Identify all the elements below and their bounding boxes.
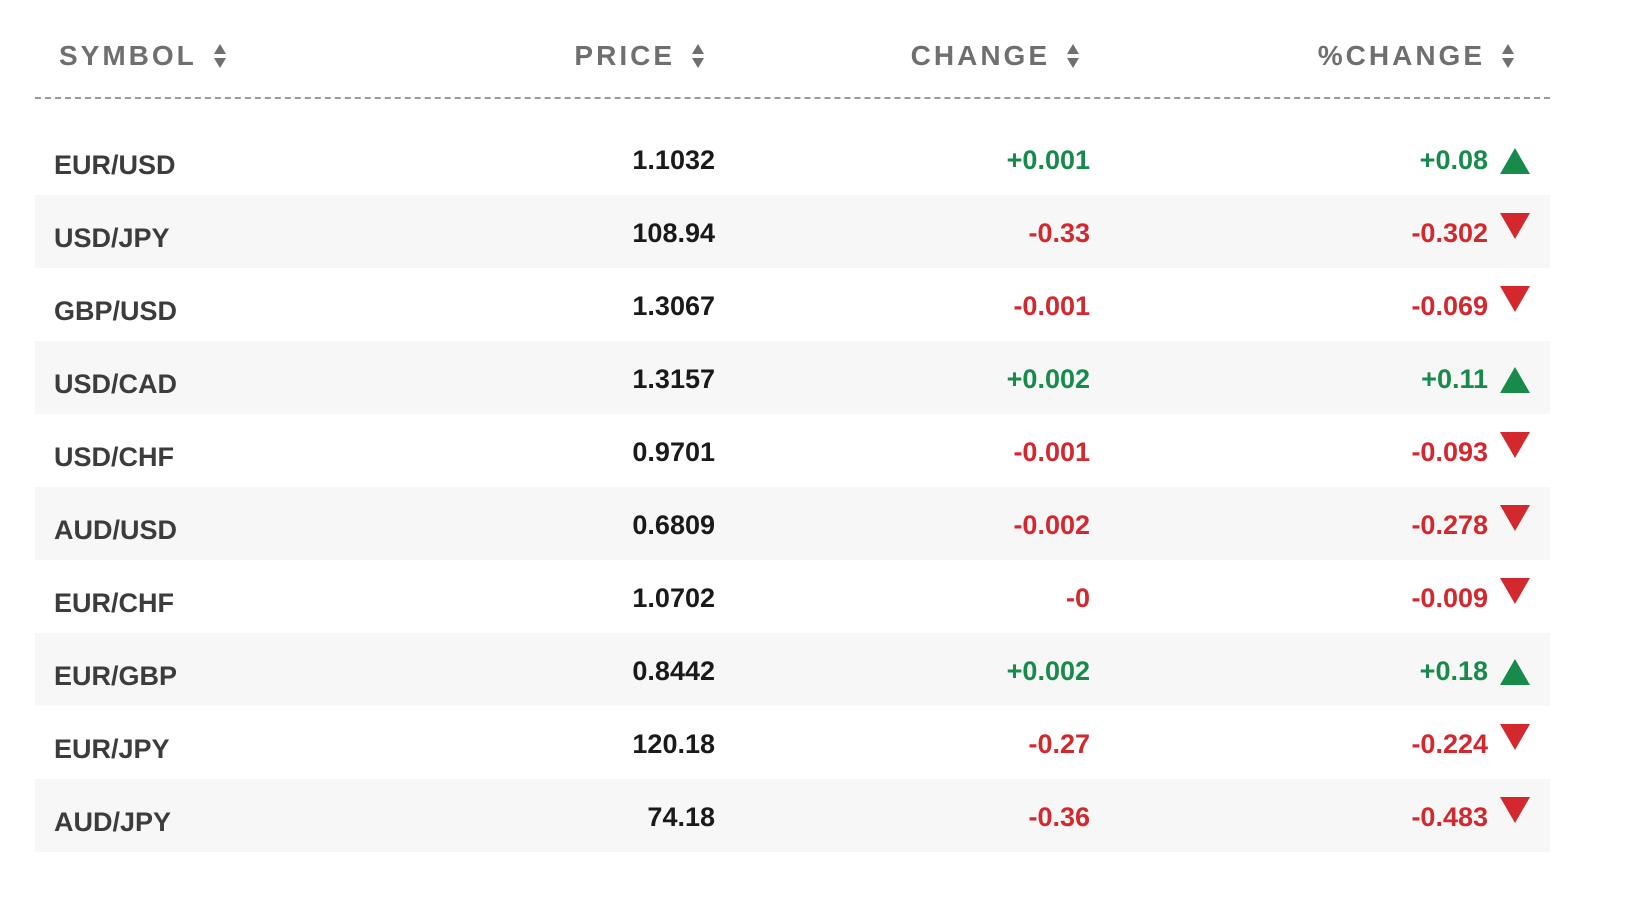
price-value: 120.18 bbox=[632, 729, 715, 759]
pct-change-value: -0.483 bbox=[1411, 802, 1488, 832]
pct-change-value: +0.18 bbox=[1419, 656, 1488, 686]
sort-pct-change-header[interactable]: %CHANGE bbox=[1318, 38, 1515, 74]
change-value: -0.33 bbox=[1028, 218, 1090, 248]
table-body: EUR/USD 1.1032 +0.001 +0.08 USD/JPY 108.94 -0.… bbox=[35, 122, 1550, 852]
price-value: 1.0702 bbox=[632, 583, 715, 613]
change-header-label: CHANGE bbox=[910, 40, 1050, 71]
currency-table: SYMBOL PRICE CHANGE %CHANGE EUR/USD 1.103… bbox=[35, 0, 1550, 852]
pct-change-value: -0.302 bbox=[1411, 218, 1488, 248]
symbol-header-label: SYMBOL bbox=[59, 40, 197, 71]
sort-arrows-icon[interactable] bbox=[1066, 40, 1080, 72]
pct-change-value: +0.08 bbox=[1419, 145, 1488, 175]
price-value: 0.8442 bbox=[632, 656, 715, 686]
symbol-link[interactable]: GBP/USD bbox=[54, 296, 178, 326]
symbol-link[interactable]: AUD/JPY bbox=[54, 807, 172, 837]
change-value: +0.002 bbox=[1006, 656, 1090, 686]
change-value: -0.36 bbox=[1028, 802, 1090, 832]
pct-change-value: +0.11 bbox=[1421, 364, 1488, 394]
sort-arrows-icon[interactable] bbox=[213, 40, 227, 72]
sort-change-header[interactable]: CHANGE bbox=[911, 38, 1080, 74]
triangle-up-icon bbox=[1500, 148, 1530, 174]
pct-change-value: -0.224 bbox=[1411, 729, 1488, 759]
price-value: 1.3157 bbox=[632, 364, 715, 394]
triangle-down-icon bbox=[1500, 578, 1530, 604]
sort-arrows-icon[interactable] bbox=[1501, 40, 1515, 72]
symbol-link[interactable]: AUD/USD bbox=[54, 515, 178, 545]
price-header-label: PRICE bbox=[574, 40, 675, 71]
table-row[interactable]: USD/CAD 1.3157 +0.002 +0.11 bbox=[35, 341, 1550, 414]
table-row[interactable]: AUD/JPY 74.18 -0.36 -0.483 bbox=[35, 779, 1550, 852]
pct-change-value: -0.009 bbox=[1411, 583, 1488, 613]
sort-price-header[interactable]: PRICE bbox=[574, 38, 705, 74]
pct-change-value: -0.069 bbox=[1411, 291, 1488, 321]
triangle-down-icon bbox=[1500, 724, 1530, 750]
triangle-down-icon bbox=[1500, 432, 1530, 458]
triangle-down-icon bbox=[1500, 213, 1530, 239]
triangle-up-icon bbox=[1500, 659, 1530, 685]
table-header: SYMBOL PRICE CHANGE %CHANGE bbox=[35, 0, 1550, 99]
change-value: +0.001 bbox=[1006, 145, 1090, 175]
pct-change-value: -0.093 bbox=[1411, 437, 1488, 467]
pct-change-header-label: %CHANGE bbox=[1317, 40, 1485, 71]
symbol-link[interactable]: EUR/GBP bbox=[54, 661, 178, 691]
change-value: -0.001 bbox=[1013, 291, 1090, 321]
triangle-down-icon bbox=[1500, 286, 1530, 312]
table-row[interactable]: GBP/USD 1.3067 -0.001 -0.069 bbox=[35, 268, 1550, 341]
triangle-up-icon bbox=[1500, 367, 1530, 393]
symbol-link[interactable]: USD/JPY bbox=[54, 223, 170, 253]
price-value: 0.9701 bbox=[632, 437, 715, 467]
sort-symbol-header[interactable]: SYMBOL bbox=[59, 38, 227, 74]
change-value: +0.002 bbox=[1006, 364, 1090, 394]
table-row[interactable]: EUR/USD 1.1032 +0.001 +0.08 bbox=[35, 122, 1550, 195]
table-row[interactable]: USD/CHF 0.9701 -0.001 -0.093 bbox=[35, 414, 1550, 487]
table-row[interactable]: AUD/USD 0.6809 -0.002 -0.278 bbox=[35, 487, 1550, 560]
sort-arrows-icon[interactable] bbox=[691, 40, 705, 72]
price-value: 0.6809 bbox=[632, 510, 715, 540]
triangle-down-icon bbox=[1500, 797, 1530, 823]
change-value: -0.002 bbox=[1013, 510, 1090, 540]
price-value: 1.1032 bbox=[632, 145, 715, 175]
change-value: -0 bbox=[1065, 583, 1090, 613]
triangle-down-icon bbox=[1500, 505, 1530, 531]
table-row[interactable]: USD/JPY 108.94 -0.33 -0.302 bbox=[35, 195, 1550, 268]
pct-change-value: -0.278 bbox=[1411, 510, 1488, 540]
table-row[interactable]: EUR/JPY 120.18 -0.27 -0.224 bbox=[35, 706, 1550, 779]
price-value: 1.3067 bbox=[632, 291, 715, 321]
symbol-link[interactable]: EUR/CHF bbox=[54, 588, 174, 618]
symbol-link[interactable]: USD/CAD bbox=[54, 369, 178, 399]
symbol-link[interactable]: EUR/USD bbox=[54, 150, 176, 180]
table-row[interactable]: EUR/CHF 1.0702 -0 -0.009 bbox=[35, 560, 1550, 633]
table-row[interactable]: EUR/GBP 0.8442 +0.002 +0.18 bbox=[35, 633, 1550, 706]
symbol-link[interactable]: EUR/JPY bbox=[54, 734, 170, 764]
change-value: -0.27 bbox=[1028, 729, 1090, 759]
change-value: -0.001 bbox=[1013, 437, 1090, 467]
price-value: 74.18 bbox=[647, 802, 715, 832]
price-value: 108.94 bbox=[632, 218, 715, 248]
symbol-link[interactable]: USD/CHF bbox=[54, 442, 174, 472]
